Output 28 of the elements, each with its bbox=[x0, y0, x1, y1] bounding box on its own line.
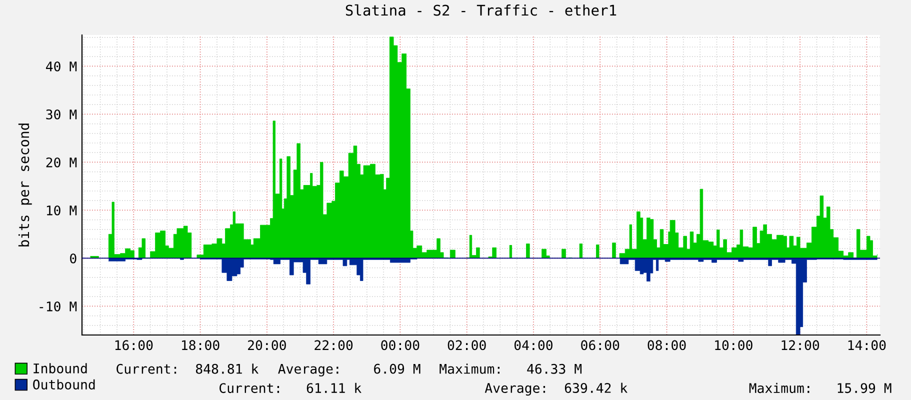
text: Average: 639.42 k bbox=[484, 382, 628, 396]
x-tick-label: 16:00 bbox=[115, 340, 153, 350]
x-tick-label: 00:00 bbox=[381, 340, 420, 350]
x-tick-label: 06:00 bbox=[581, 340, 620, 350]
x-tick-label: 12:00 bbox=[782, 340, 820, 350]
y-axis-title: bits per second bbox=[18, 124, 32, 246]
text: Current: 848.81 k bbox=[116, 364, 258, 374]
text: Maximum: 15.99 M bbox=[749, 382, 892, 394]
x-tick-label: 20:00 bbox=[248, 340, 286, 350]
y-tick-label: 30 M bbox=[46, 109, 77, 120]
x-tick-label: 22:00 bbox=[314, 340, 353, 350]
text: Average: 6.09 M bbox=[278, 364, 420, 376]
x-tick-label: 10:00 bbox=[715, 340, 752, 350]
y-tick-label: 10 M bbox=[46, 205, 77, 216]
chart-title: Slatina - S2 - Traffic - ether1 bbox=[346, 4, 616, 16]
legend-label: Inbound bbox=[34, 363, 87, 374]
x-tick-label: 08:00 bbox=[648, 340, 686, 350]
y-tick-label: 20 M bbox=[46, 157, 77, 168]
x-tick-label: 14:00 bbox=[848, 340, 886, 350]
text: Current: 61.11 k bbox=[220, 382, 362, 394]
x-tick-label: 18:00 bbox=[182, 340, 220, 350]
x-tick-label: 04:00 bbox=[514, 340, 552, 350]
y-tick-label: 0 bbox=[70, 253, 76, 264]
legend-label: Outbound bbox=[33, 379, 95, 390]
y-tick-label: -10 M bbox=[40, 301, 77, 312]
text: Maximum: 46.33 M bbox=[440, 364, 582, 374]
x-tick-label: 02:00 bbox=[448, 340, 486, 350]
y-tick-label: 40 M bbox=[46, 61, 77, 72]
